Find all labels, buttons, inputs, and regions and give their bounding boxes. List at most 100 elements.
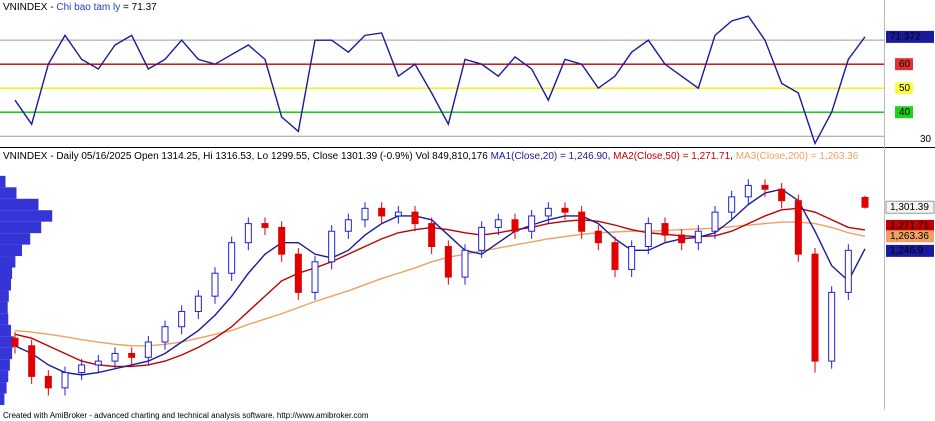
ma2-legend: MA2(Close,50) = 1,271.71 bbox=[613, 151, 730, 162]
price-title: VNINDEX - Daily 05/16/2025 Open 1314.25,… bbox=[3, 151, 859, 162]
volume-profile-bar bbox=[0, 393, 5, 406]
candle-body bbox=[228, 242, 236, 274]
reference-badge-label: 40 bbox=[899, 107, 911, 118]
candle-body bbox=[528, 215, 536, 232]
reference-badge bbox=[895, 58, 913, 71]
candle-body bbox=[594, 230, 602, 244]
candle-body bbox=[278, 226, 286, 255]
candle-body bbox=[344, 219, 352, 232]
candle-body bbox=[644, 223, 652, 248]
volume-profile-bar bbox=[0, 198, 39, 211]
value-badge-label: 1,301.39 bbox=[890, 202, 929, 213]
candle-body bbox=[478, 226, 486, 251]
value-badge bbox=[885, 200, 935, 214]
candle-body bbox=[328, 230, 336, 263]
volume-profile-bar bbox=[0, 233, 31, 245]
osc-title-suffix: = 71.37 bbox=[123, 2, 157, 13]
y-tick-label: 30 bbox=[920, 134, 932, 145]
osc-title: VNINDEX - Chi bao tam ly = 71.37 bbox=[3, 2, 157, 13]
candle-body bbox=[261, 223, 269, 228]
candle-body bbox=[744, 184, 752, 198]
candle-body bbox=[394, 211, 402, 217]
candle-body bbox=[678, 234, 686, 244]
candle-body bbox=[661, 223, 669, 236]
volume-profile-bar bbox=[0, 324, 11, 337]
candle-body bbox=[144, 341, 152, 358]
price-title-main: VNINDEX - Daily 05/16/2025 Open 1314.25,… bbox=[3, 151, 488, 162]
candle-body bbox=[44, 375, 52, 389]
volume-profile-bar bbox=[0, 313, 9, 325]
candle-body bbox=[411, 211, 419, 225]
candle-body bbox=[611, 242, 619, 270]
candle-body bbox=[111, 352, 119, 362]
value-badge bbox=[886, 230, 934, 243]
value-badge bbox=[886, 244, 934, 257]
volume-profile-bar bbox=[0, 210, 53, 222]
volume-profile-bar bbox=[0, 244, 22, 257]
candle-body bbox=[494, 219, 502, 228]
candle-body bbox=[628, 246, 636, 270]
footer: Created with AmiBroker - advanced charti… bbox=[3, 411, 369, 420]
candle-body bbox=[244, 223, 252, 244]
candle-body bbox=[561, 207, 569, 213]
candle-body bbox=[761, 184, 769, 190]
moving-average-line bbox=[14, 221, 866, 347]
volume-profile-bar bbox=[0, 256, 16, 268]
ma1-legend: MA1(Close,20) = 1,246.90 bbox=[491, 151, 608, 162]
candle-body bbox=[844, 249, 852, 293]
candle-body bbox=[378, 207, 386, 217]
candle-body bbox=[311, 261, 319, 293]
volume-profile-bar bbox=[0, 370, 9, 383]
candle-body bbox=[28, 345, 36, 377]
volume-profile-bar bbox=[0, 267, 13, 279]
candle-body bbox=[128, 352, 136, 358]
candle-body bbox=[194, 295, 202, 312]
candle-body bbox=[444, 246, 452, 278]
candle-body bbox=[78, 364, 86, 374]
reference-badge-label: 60 bbox=[899, 59, 911, 70]
candle-body bbox=[711, 211, 719, 232]
candle-body bbox=[461, 249, 469, 278]
volume-profile-bar bbox=[0, 290, 9, 302]
value-badge-label: 1,263.36 bbox=[890, 231, 929, 242]
moving-average-line bbox=[14, 188, 866, 376]
candle-body bbox=[94, 360, 102, 366]
candle-body bbox=[161, 326, 169, 343]
osc-title-name: Chi bao tam ly bbox=[56, 2, 120, 13]
volume-profile-bar bbox=[0, 278, 11, 291]
value-badge-label: 71.372 bbox=[890, 32, 921, 43]
candle-body bbox=[61, 372, 69, 389]
candle-body bbox=[578, 211, 586, 232]
volume-profile-bar bbox=[0, 347, 13, 360]
oscillator-line bbox=[14, 15, 866, 146]
candle-body bbox=[11, 337, 19, 347]
candle-body bbox=[294, 253, 302, 293]
candle-body bbox=[728, 196, 736, 213]
value-badge bbox=[886, 219, 934, 232]
candle-body bbox=[828, 291, 836, 362]
volume-profile-bar bbox=[0, 175, 6, 188]
volume-profile-bar bbox=[0, 221, 42, 234]
volume-profile-bar bbox=[0, 301, 8, 314]
osc-title-prefix: VNINDEX - bbox=[3, 2, 54, 13]
candle-body bbox=[428, 223, 436, 248]
value-badge-label: 1,271.71 bbox=[890, 221, 929, 232]
candle-body bbox=[694, 230, 702, 244]
candle-body bbox=[361, 207, 369, 221]
candle-body bbox=[511, 219, 519, 232]
value-badge bbox=[886, 30, 934, 43]
candle-body bbox=[178, 310, 186, 328]
volume-profile-bar bbox=[0, 382, 7, 394]
candle-body bbox=[544, 207, 552, 217]
volume-profile-bar bbox=[0, 359, 10, 371]
candle-body bbox=[811, 253, 819, 362]
moving-average-line bbox=[14, 207, 866, 368]
reference-badge bbox=[895, 106, 913, 119]
candle-body bbox=[794, 200, 802, 255]
value-badge-label: 1,246.9 bbox=[890, 246, 924, 257]
volume-profile-bar bbox=[0, 187, 17, 199]
candle-body bbox=[861, 196, 869, 208]
candle-body bbox=[211, 272, 219, 297]
